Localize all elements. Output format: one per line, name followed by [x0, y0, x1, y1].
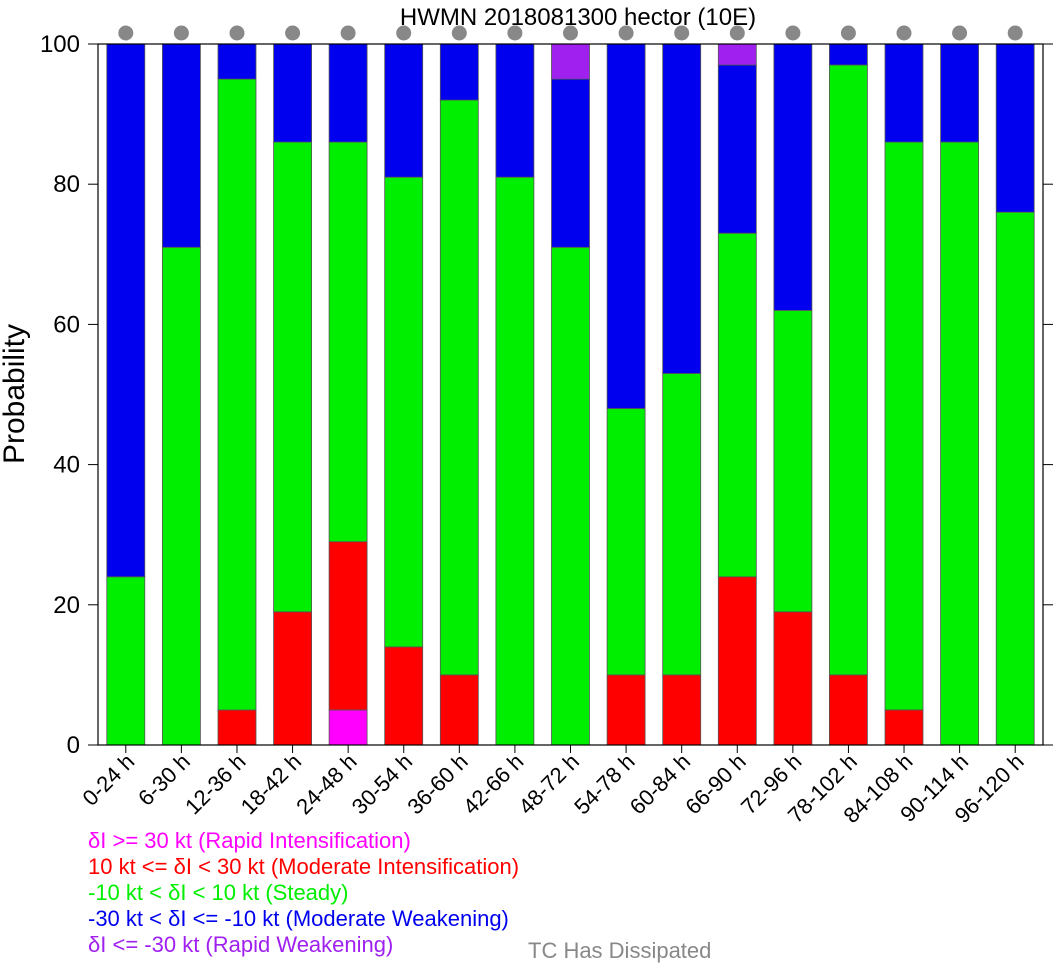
bar-segment-moderate-intensification — [273, 611, 313, 746]
bar-segment-steady — [606, 408, 646, 676]
x-tick-label: 24-48 h — [291, 749, 361, 819]
legend-item-rapid-weakening: δI <= -30 kt (Rapid Weakening) — [88, 932, 394, 957]
dissipated-marker — [785, 25, 801, 41]
bar-segment-moderate-weakening — [495, 43, 535, 178]
plot-frame — [97, 43, 1044, 746]
bar-segment-steady — [161, 246, 201, 746]
bar-segment-moderate-weakening — [940, 43, 979, 143]
x-tick-label: 30-54 h — [347, 749, 417, 819]
bar-segment-moderate-intensification — [662, 674, 702, 746]
bar-segment-moderate-weakening — [384, 43, 424, 178]
bar-segment-moderate-intensification — [773, 611, 813, 746]
y-tick-label: 100 — [40, 31, 80, 58]
x-tick-label: 18-42 h — [236, 749, 306, 819]
bar-segment-moderate-weakening — [439, 43, 479, 101]
dissipated-marker — [729, 25, 745, 41]
dissipated-marker — [840, 25, 856, 41]
bar-segment-moderate-intensification — [884, 709, 924, 746]
dissipated-marker — [173, 25, 189, 41]
bar-segment-steady — [273, 141, 313, 613]
x-tick-label: 42-66 h — [458, 749, 528, 819]
chart-title: HWMN 2018081300 hector (10E) — [400, 4, 756, 31]
dissipated-marker — [563, 25, 578, 41]
plot-area: 0-24 h6-30 h12-36 h18-42 h24-48 h30-54 h… — [40, 25, 1053, 828]
bar-segment-rapid-intensification — [328, 709, 368, 746]
dissipated-marker — [618, 25, 634, 41]
bar-segment-moderate-intensification — [606, 674, 646, 746]
y-axis-label: Probability — [0, 324, 31, 464]
dissipated-marker — [507, 25, 523, 41]
legend: δI >= 30 kt (Rapid Intensification) 10 k… — [88, 828, 519, 958]
y-tick-label: 60 — [53, 311, 80, 338]
bar-segment-steady — [829, 64, 868, 676]
dissipated-marker — [451, 25, 467, 41]
y-tick-label: 40 — [53, 452, 80, 479]
legend-item-moderate-intensification: 10 kt <= δI < 30 kt (Moderate Intensific… — [88, 854, 520, 879]
y-tick-label: 20 — [53, 592, 80, 619]
bar-segment-moderate-intensification — [717, 576, 757, 746]
bar-segment-moderate-weakening — [829, 43, 868, 66]
bar-segment-moderate-weakening — [662, 43, 702, 374]
bar-segment-steady — [384, 176, 424, 648]
dissipated-marker — [396, 25, 412, 41]
legend-item-rapid-intensification: δI >= 30 kt (Rapid Intensification) — [88, 828, 411, 853]
bar-segment-moderate-weakening — [328, 43, 368, 143]
bar-segment-moderate-intensification — [829, 674, 868, 746]
bar-segment-rapid-weakening — [717, 43, 757, 66]
legend-item-dissipated: TC Has Dissipated — [528, 938, 712, 963]
dissipated-marker — [118, 25, 134, 41]
bar-segment-steady — [884, 141, 924, 711]
x-tick-label: 36-60 h — [402, 749, 472, 819]
dissipated-marker — [952, 25, 968, 41]
bar-segment-steady — [328, 141, 368, 543]
bar-segment-moderate-intensification — [328, 541, 368, 711]
bar-segment-steady — [439, 99, 479, 676]
bar-segment-moderate-intensification — [384, 646, 424, 746]
bar-segment-steady — [995, 211, 1035, 746]
bar-segment-moderate-weakening — [551, 78, 590, 248]
bar-segment-steady — [217, 78, 257, 711]
x-tick-label: 54-78 h — [569, 749, 639, 819]
bar-segment-moderate-weakening — [884, 43, 924, 143]
bar-segment-steady — [940, 141, 979, 746]
y-tick-label: 0 — [67, 732, 80, 759]
dissipated-marker — [1007, 25, 1023, 41]
legend-item-steady: -10 kt < δI < 10 kt (Steady) — [88, 880, 349, 905]
dissipated-marker — [285, 25, 301, 41]
bar-segment-steady — [662, 373, 702, 676]
bar-segment-moderate-weakening — [217, 43, 257, 80]
x-tick-label: 66-90 h — [680, 749, 750, 819]
bar-segment-moderate-weakening — [106, 43, 146, 578]
legend-item-moderate-weakening: -30 kt < δI <= -10 kt (Moderate Weakenin… — [88, 906, 509, 931]
bar-segment-steady — [717, 232, 757, 578]
bar-segment-steady — [551, 246, 590, 746]
x-tick-label: 12-36 h — [180, 749, 250, 819]
y-tick-label: 80 — [53, 171, 80, 198]
dissipated-marker — [896, 25, 912, 41]
x-tick-label: 60-84 h — [625, 749, 695, 819]
bar-segment-steady — [773, 309, 813, 613]
x-tick-label: 0-24 h — [78, 749, 140, 811]
bar-segment-moderate-weakening — [606, 43, 646, 409]
dissipated-marker — [229, 25, 245, 41]
bar-segment-steady — [495, 176, 535, 746]
bar-segment-moderate-intensification — [439, 674, 479, 746]
bar-segment-moderate-weakening — [161, 43, 201, 248]
bar-segment-moderate-intensification — [217, 709, 257, 746]
dissipated-marker — [674, 25, 690, 41]
bar-segment-moderate-weakening — [773, 43, 813, 311]
bar-segment-moderate-weakening — [717, 64, 757, 234]
dissipated-marker — [340, 25, 356, 41]
bar-segment-moderate-weakening — [995, 43, 1035, 213]
x-tick-label: 48-72 h — [514, 749, 584, 819]
bar-segment-steady — [106, 576, 146, 746]
bar-segment-moderate-weakening — [273, 43, 313, 143]
bar-segment-rapid-weakening — [551, 43, 590, 80]
